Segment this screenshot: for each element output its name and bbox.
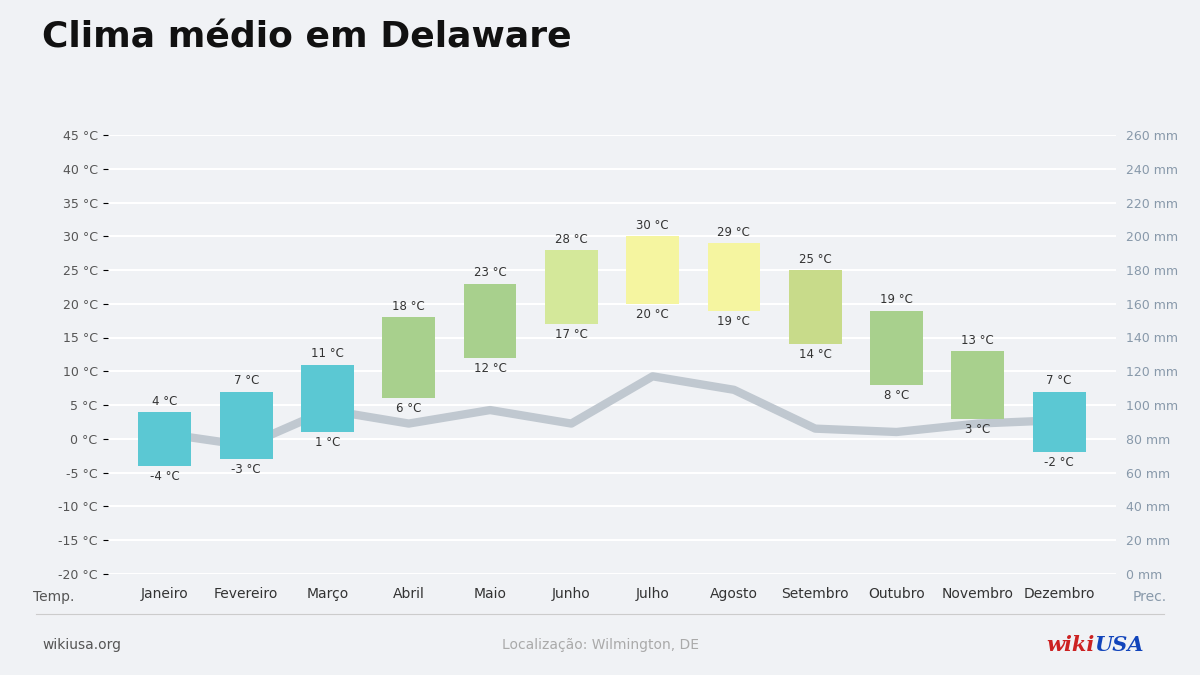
Text: 8 °C: 8 °C (884, 389, 910, 402)
Bar (220, 392, 272, 459)
Bar (870, 310, 923, 385)
Text: Localização: Wilmington, DE: Localização: Wilmington, DE (502, 638, 698, 651)
Text: USA: USA (1094, 634, 1144, 655)
Text: 6 °C: 6 °C (396, 402, 421, 415)
Text: 3 °C: 3 °C (965, 423, 990, 435)
Text: 12 °C: 12 °C (474, 362, 506, 375)
Text: 1 °C: 1 °C (314, 436, 340, 449)
Text: wikiusa.org: wikiusa.org (42, 638, 121, 651)
Text: wiki: wiki (1046, 634, 1094, 655)
Text: -3 °C: -3 °C (232, 463, 262, 476)
Text: Clima médio em Delaware: Clima médio em Delaware (42, 20, 571, 54)
Text: -2 °C: -2 °C (1044, 456, 1074, 469)
Text: 20 °C: 20 °C (636, 308, 670, 321)
Bar (626, 236, 679, 304)
Text: 19 °C: 19 °C (718, 315, 750, 327)
Text: Prec.: Prec. (1133, 591, 1166, 604)
Bar (952, 351, 1004, 418)
Bar (1033, 392, 1086, 452)
Text: 7 °C: 7 °C (1046, 375, 1072, 387)
Bar (138, 412, 191, 466)
Text: 29 °C: 29 °C (718, 226, 750, 239)
Bar (788, 270, 841, 344)
Text: -4 °C: -4 °C (150, 470, 180, 483)
Text: 7 °C: 7 °C (234, 375, 259, 387)
Bar (708, 243, 761, 310)
Text: 30 °C: 30 °C (636, 219, 668, 232)
Text: 19 °C: 19 °C (880, 294, 913, 306)
Bar (545, 250, 598, 324)
Text: 25 °C: 25 °C (799, 253, 832, 266)
Text: 14 °C: 14 °C (799, 348, 832, 361)
Bar (463, 284, 516, 358)
Text: 17 °C: 17 °C (554, 328, 588, 341)
Text: 4 °C: 4 °C (152, 395, 178, 408)
Text: 23 °C: 23 °C (474, 267, 506, 279)
Text: 28 °C: 28 °C (554, 233, 588, 246)
Text: Temp.: Temp. (34, 591, 74, 604)
Text: 13 °C: 13 °C (961, 334, 994, 347)
Bar (301, 364, 354, 432)
Text: 11 °C: 11 °C (311, 348, 344, 360)
Text: 18 °C: 18 °C (392, 300, 425, 313)
Bar (383, 317, 436, 398)
